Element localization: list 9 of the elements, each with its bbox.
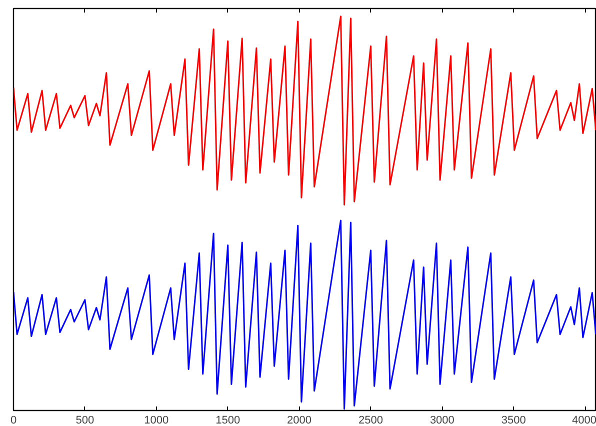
x-tick-label: 4000 <box>572 414 596 426</box>
x-tick-label: 1500 <box>216 414 240 426</box>
x-tick-label: 2000 <box>287 414 312 426</box>
x-tick-label: 500 <box>76 414 94 426</box>
x-tick-label: 3500 <box>501 414 526 426</box>
x-tick-label: 0 <box>10 414 17 426</box>
x-tick-label: 2500 <box>358 414 383 426</box>
x-tick-label: 1000 <box>144 414 169 426</box>
x-tick-label: 3000 <box>430 414 454 426</box>
